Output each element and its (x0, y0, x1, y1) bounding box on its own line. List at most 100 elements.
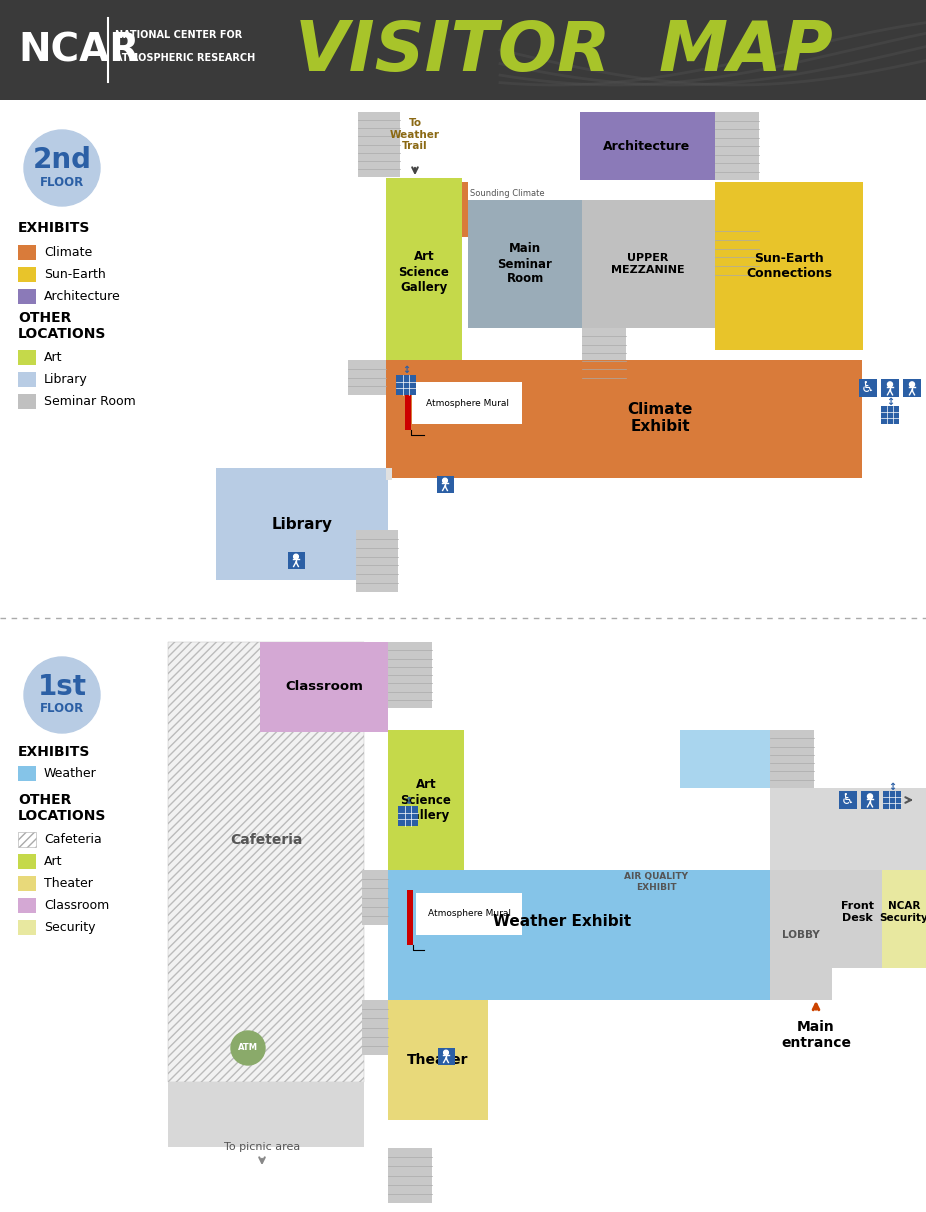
Bar (362, 1000, 388, 1054)
Bar (18, 831, 36, 847)
Text: Main
entrance: Main entrance (781, 1021, 851, 1051)
Text: Theater: Theater (407, 1053, 469, 1067)
Bar (18, 350, 36, 365)
Bar (0, 101, 926, 618)
Text: LOCATIONS: LOCATIONS (18, 327, 106, 341)
Bar (388, 730, 464, 870)
Bar (0, 0, 926, 101)
Text: Cafeteria: Cafeteria (44, 833, 102, 846)
Text: 1st: 1st (37, 673, 86, 701)
Text: FLOOR: FLOOR (40, 176, 84, 189)
Text: NCAR
Security: NCAR Security (880, 902, 926, 922)
Text: Sounding Climate: Sounding Climate (470, 189, 544, 198)
Text: Art
Science
Gallery: Art Science Gallery (401, 778, 452, 822)
Text: Architecture: Architecture (44, 290, 120, 303)
Bar (168, 642, 364, 1082)
Bar (770, 788, 926, 908)
Text: ATMOSPHERIC RESEARCH: ATMOSPHERIC RESEARCH (115, 53, 256, 63)
Text: ↕: ↕ (888, 782, 896, 791)
Text: Atmosphere Mural: Atmosphere Mural (428, 909, 510, 919)
Bar (386, 468, 392, 480)
Bar (287, 551, 305, 568)
Text: UPPER
MEZZANINE: UPPER MEZZANINE (611, 253, 685, 275)
Bar (412, 382, 522, 424)
Bar (396, 375, 416, 395)
Circle shape (294, 554, 298, 559)
Bar (388, 1148, 432, 1204)
Text: Library: Library (271, 516, 332, 532)
Text: ATM: ATM (238, 1044, 258, 1052)
Text: ↕: ↕ (886, 396, 895, 406)
Bar (436, 475, 454, 492)
Bar (216, 468, 388, 581)
Bar (0, 618, 926, 1212)
Text: Classroom: Classroom (44, 899, 109, 911)
Circle shape (443, 479, 447, 482)
Text: Sun-Earth: Sun-Earth (44, 268, 106, 281)
Text: VISITOR  MAP: VISITOR MAP (295, 18, 832, 86)
Text: Classroom: Classroom (285, 680, 363, 693)
Text: Architecture: Architecture (604, 139, 691, 153)
Bar (18, 288, 36, 304)
Text: EXHIBITS: EXHIBITS (18, 745, 91, 759)
Bar (386, 360, 862, 478)
Bar (348, 360, 386, 395)
Circle shape (887, 382, 893, 387)
Bar (168, 1082, 364, 1147)
Text: Climate
Exhibit: Climate Exhibit (627, 402, 693, 434)
Bar (18, 267, 36, 282)
Bar (770, 870, 832, 1000)
Bar (18, 854, 36, 869)
Circle shape (231, 1031, 265, 1065)
Circle shape (24, 130, 100, 206)
Bar (398, 806, 418, 827)
Bar (715, 222, 759, 284)
Bar (462, 182, 468, 238)
Text: Library: Library (44, 373, 88, 385)
Text: OTHER: OTHER (18, 793, 71, 807)
Text: FLOOR: FLOOR (40, 702, 84, 715)
Bar (18, 245, 36, 261)
Bar (358, 112, 400, 177)
Text: Art: Art (44, 854, 62, 868)
Text: Weather Exhibit: Weather Exhibit (493, 915, 631, 930)
Bar (903, 379, 921, 398)
Text: Security: Security (44, 921, 95, 934)
Text: Sun-Earth
Connections: Sun-Earth Connections (746, 252, 832, 280)
Text: Front
Desk: Front Desk (841, 902, 873, 922)
Text: Theater: Theater (44, 877, 93, 890)
Bar (582, 200, 715, 328)
Text: Art: Art (44, 351, 62, 364)
Bar (405, 378, 411, 430)
Bar (715, 112, 759, 181)
Bar (468, 200, 582, 328)
Bar (388, 1000, 488, 1120)
Bar (388, 642, 432, 708)
Circle shape (868, 794, 872, 799)
Circle shape (909, 382, 915, 387)
Bar (407, 890, 413, 945)
Bar (832, 870, 882, 968)
Text: OTHER: OTHER (18, 311, 71, 325)
Text: To
Weather
Trail: To Weather Trail (390, 118, 440, 152)
Text: Atmosphere Mural: Atmosphere Mural (426, 399, 508, 407)
Bar (18, 766, 36, 781)
Text: NATIONAL CENTER FOR: NATIONAL CENTER FOR (115, 30, 243, 40)
Bar (18, 394, 36, 408)
Bar (386, 178, 462, 368)
Bar (18, 372, 36, 387)
Text: 2nd: 2nd (32, 145, 92, 175)
Text: To picnic area: To picnic area (224, 1142, 300, 1151)
Bar (859, 379, 877, 398)
Bar (861, 791, 879, 808)
Text: Art
Science
Gallery: Art Science Gallery (398, 251, 449, 293)
Bar (362, 870, 388, 925)
Text: ↕: ↕ (402, 365, 410, 375)
Bar (715, 182, 863, 350)
Bar (356, 530, 398, 591)
Bar (770, 730, 814, 788)
Bar (18, 920, 36, 934)
Text: Weather: Weather (44, 767, 96, 781)
Circle shape (444, 1051, 448, 1054)
Bar (362, 870, 388, 925)
